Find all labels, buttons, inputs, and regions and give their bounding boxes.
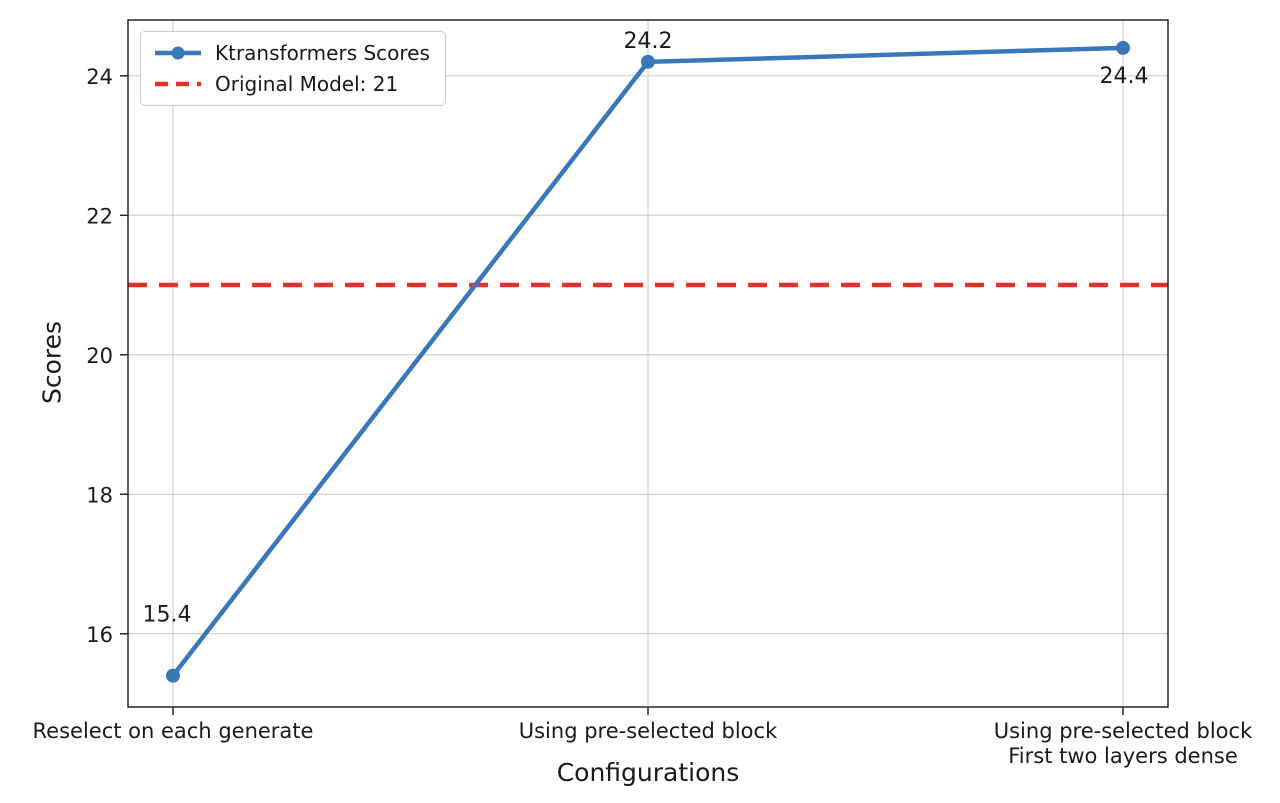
line-marker-swatch bbox=[155, 46, 201, 60]
x-axis-label: Configurations bbox=[556, 758, 740, 787]
y-tick-label: 18 bbox=[86, 483, 113, 507]
y-tick-label: 16 bbox=[86, 623, 113, 647]
point-label: 15.4 bbox=[143, 603, 192, 628]
x-tick-label: Using pre-selected block First two layers… bbox=[994, 719, 1253, 768]
y-tick-label: 22 bbox=[86, 204, 113, 228]
data-point-marker bbox=[166, 668, 180, 683]
y-tick-label: 20 bbox=[86, 344, 113, 368]
y-tick-label: 24 bbox=[86, 65, 113, 89]
x-tick-label: Reselect on each generate bbox=[33, 719, 314, 743]
legend-label-ref: Original Model: 21 bbox=[215, 72, 399, 96]
data-point-marker bbox=[641, 54, 655, 69]
data-point-marker bbox=[1116, 40, 1130, 55]
point-label: 24.2 bbox=[624, 29, 673, 54]
legend-label-series: Ktransformers Scores bbox=[215, 41, 430, 65]
plot-border bbox=[127, 19, 1169, 708]
point-label: 24.4 bbox=[1100, 64, 1149, 89]
legend-item-ref: Original Model: 21 bbox=[154, 71, 430, 97]
legend-item-series: Ktransformers Scores bbox=[154, 40, 430, 66]
y-axis-label: Scores bbox=[37, 320, 67, 405]
x-tick-label: Using pre-selected block bbox=[519, 719, 778, 743]
dashed-line-swatch bbox=[155, 81, 201, 87]
legend: Ktransformers Scores Original Model: 21 bbox=[140, 31, 446, 106]
